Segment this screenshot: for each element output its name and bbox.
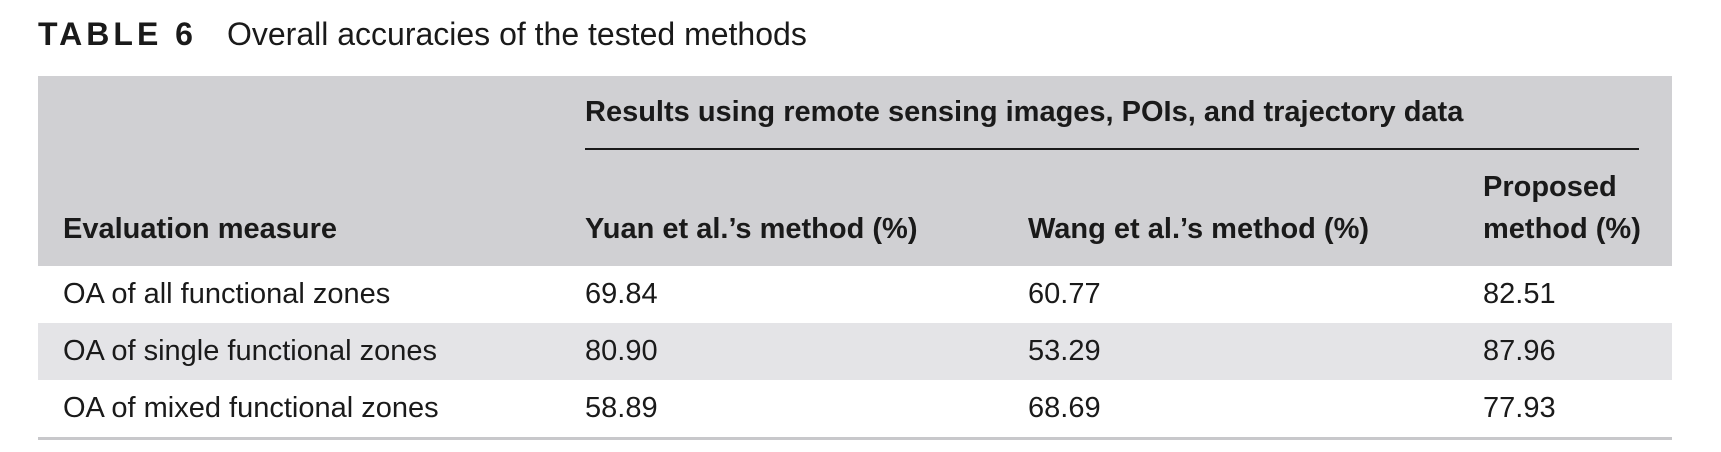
group-header-rule (585, 148, 1639, 150)
table-title: Overall accuracies of the tested methods (226, 16, 807, 52)
table-label: TABLE 6 (38, 16, 197, 52)
cell-yuan: 58.89 (585, 392, 658, 424)
cell-proposed: 87.96 (1483, 335, 1556, 367)
cell-proposed: 77.93 (1483, 392, 1556, 424)
column-header-measure: Evaluation measure (63, 213, 337, 245)
cell-measure: OA of single functional zones (63, 335, 438, 367)
cell-measure: OA of all functional zones (63, 278, 391, 310)
group-header: Results using remote sensing images, POI… (585, 96, 1464, 128)
table-row: OA of all functional zones 69.84 60.77 8… (38, 266, 1672, 323)
cell-wang: 68.69 (1028, 392, 1101, 424)
column-header-proposed: Proposed method (%) (1483, 166, 1641, 250)
cell-measure: OA of mixed functional zones (63, 392, 439, 424)
cell-yuan: 69.84 (585, 278, 658, 310)
cell-yuan: 80.90 (585, 335, 658, 367)
column-header-proposed-line1: Proposed (1483, 171, 1617, 203)
cell-wang: 60.77 (1028, 278, 1101, 310)
table-header: Results using remote sensing images, POI… (38, 76, 1672, 266)
accuracy-table: Results using remote sensing images, POI… (38, 76, 1672, 440)
table-row: OA of single functional zones 80.90 53.2… (38, 323, 1672, 380)
table-row: OA of mixed functional zones 58.89 68.69… (38, 380, 1672, 437)
cell-wang: 53.29 (1028, 335, 1101, 367)
column-header-proposed-line2: method (%) (1483, 213, 1641, 245)
column-header-yuan: Yuan et al.’s method (%) (585, 213, 918, 245)
table-bottom-rule (38, 437, 1672, 440)
cell-proposed: 82.51 (1483, 278, 1556, 310)
column-header-wang: Wang et al.’s method (%) (1028, 213, 1370, 245)
table-caption: TABLE 6 Overall accuracies of the tested … (38, 16, 807, 53)
